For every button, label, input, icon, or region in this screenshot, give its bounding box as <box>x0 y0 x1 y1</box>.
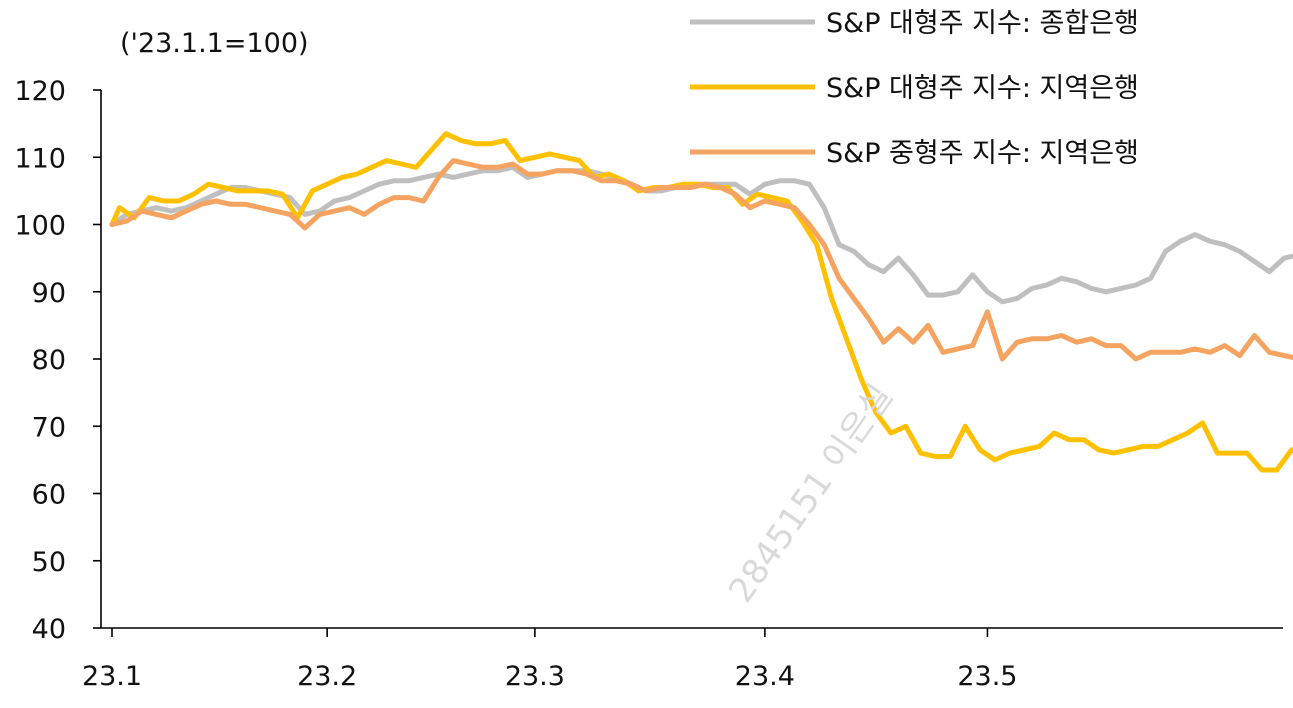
legend-label-2: S&P 대형주 지수: 지역은행 <box>826 73 1139 104</box>
y-tick-label: 50 <box>32 547 66 578</box>
y-axis-unit-label: ('23.1.1=100) <box>120 28 309 59</box>
x-tick-label: 23.1 <box>82 661 142 692</box>
y-tick-label: 120 <box>14 76 66 107</box>
legend-label-1: S&P 대형주 지수: 종합은행 <box>826 8 1139 39</box>
watermark-text: 2845151 이은실 <box>721 377 901 610</box>
y-axis: 40 50 60 70 80 90 100 110 120 <box>14 76 101 645</box>
series-layer <box>109 131 1293 473</box>
y-tick-label: 110 <box>14 143 66 174</box>
x-axis: 23.1 23.2 23.3 23.4 23.5 <box>82 628 1017 692</box>
series-line-3 <box>109 158 1293 362</box>
x-tick-label: 23.5 <box>957 661 1017 692</box>
y-tick-label: 60 <box>32 480 66 511</box>
y-tick-label: 40 <box>32 614 66 645</box>
y-tick-label: 100 <box>14 211 66 242</box>
x-tick-label: 23.3 <box>505 661 565 692</box>
legend: S&P 대형주 지수: 종합은행 S&P 대형주 지수: 지역은행 S&P 중형주 … <box>690 8 1139 169</box>
x-tick-label: 23.4 <box>735 661 795 692</box>
y-tick-label: 80 <box>32 345 66 376</box>
series-line-2 <box>109 131 1293 473</box>
y-tick-label: 90 <box>32 278 66 309</box>
legend-label-3: S&P 중형주 지수: 지역은행 <box>826 138 1139 169</box>
series-line-1 <box>109 164 1293 305</box>
watermark-layer: 2845151 이은실 <box>721 377 901 610</box>
x-tick-label: 23.2 <box>297 661 357 692</box>
y-tick-label: 70 <box>32 412 66 443</box>
